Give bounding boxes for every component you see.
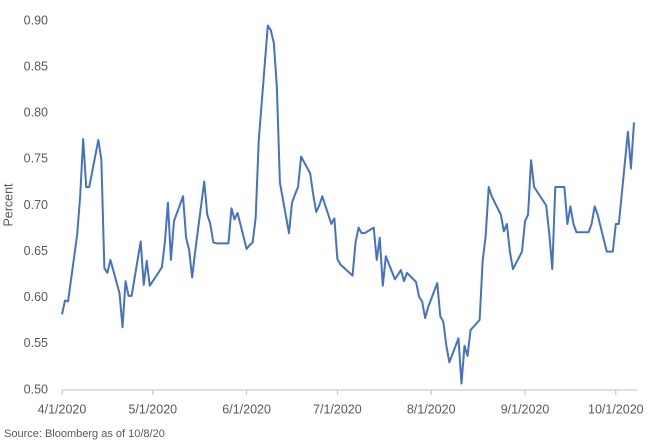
y-tick-label: 0.65 xyxy=(24,244,48,258)
y-tick-label: 0.60 xyxy=(24,290,48,304)
x-tick-label: 9/1/2020 xyxy=(501,402,550,416)
y-tick-label: 0.55 xyxy=(24,336,48,350)
x-tick-label: 4/1/2020 xyxy=(38,402,87,416)
x-tick-label: 7/1/2020 xyxy=(313,402,362,416)
y-tick-label: 0.85 xyxy=(24,59,48,73)
source-note: Source: Bloomberg as of 10/8/20 xyxy=(4,428,165,440)
x-tick-label: 8/1/2020 xyxy=(407,402,456,416)
x-tick-label: 10/1/2020 xyxy=(588,402,644,416)
y-tick-label: 0.75 xyxy=(24,152,48,166)
y-tick-label: 0.50 xyxy=(24,382,48,396)
x-tick-label: 5/1/2020 xyxy=(128,402,177,416)
x-tick-label: 6/1/2020 xyxy=(222,402,271,416)
y-tick-label: 0.90 xyxy=(24,13,48,27)
data-line xyxy=(61,24,635,385)
y-axis-title: Percent xyxy=(1,183,15,227)
y-tick-label: 0.80 xyxy=(24,106,48,120)
y-tick-label: 0.70 xyxy=(24,198,48,212)
